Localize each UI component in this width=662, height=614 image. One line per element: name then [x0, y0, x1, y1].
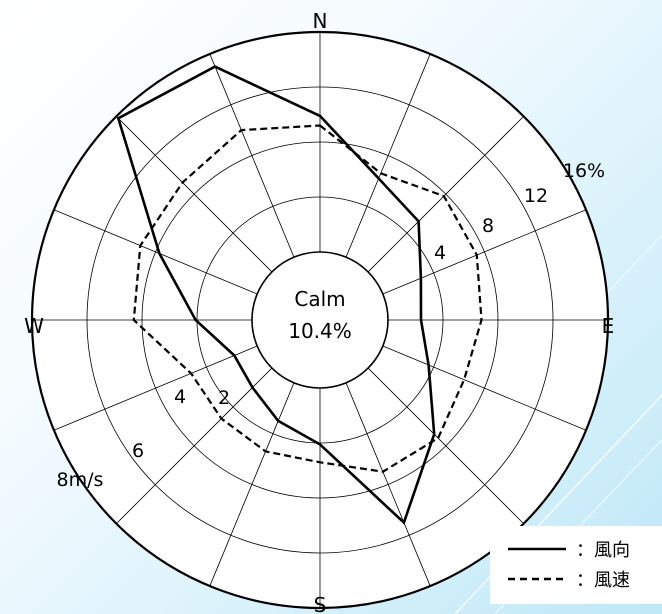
- series-layer: [116, 65, 483, 525]
- direction-tick-12: 12: [524, 185, 548, 207]
- speed-unit-label: 8m/s: [57, 469, 104, 491]
- cardinal-labels: N E S W: [24, 9, 614, 614]
- calm-center: Calm 10.4%: [251, 251, 389, 389]
- grid-spoke-nnw: [209, 53, 295, 258]
- direction-unit-label: 16%: [563, 160, 605, 182]
- legend: ：風向 ：風速: [490, 526, 662, 604]
- grid-spoke-ene: [382, 209, 587, 295]
- calm-circle: [251, 251, 389, 389]
- cardinal-s-label: S: [314, 593, 327, 614]
- speed-tick-4: 4: [174, 386, 186, 408]
- grid-spoke-ssw: [209, 382, 295, 587]
- legend-label-speed: ：風速: [576, 570, 630, 591]
- grid-spoke-wnw: [53, 209, 258, 295]
- legend-label-direction: ：風向: [576, 540, 630, 561]
- direction-tick-4: 4: [434, 242, 446, 264]
- grid-spoke-wsw: [53, 345, 258, 431]
- speed-axis-labels: 2 4 6 8m/s: [57, 386, 231, 491]
- cardinal-n-label: N: [313, 9, 328, 33]
- series-wind-speed-line: [132, 124, 483, 473]
- speed-tick-6: 6: [132, 440, 144, 462]
- grid-spoke-sse: [345, 382, 431, 587]
- calm-value: 10.4%: [288, 319, 352, 343]
- grid-spoke-sw: [116, 367, 273, 524]
- grid-spoke-nw: [116, 116, 273, 273]
- speed-tick-2: 2: [218, 387, 230, 409]
- direction-tick-8: 8: [482, 215, 494, 237]
- cardinal-w-label: W: [24, 314, 44, 338]
- series-wind-direction-line: [116, 65, 436, 525]
- cardinal-e-label: E: [602, 314, 615, 338]
- direction-axis-labels: 4 8 12 16%: [434, 160, 605, 264]
- calm-label: Calm: [294, 287, 345, 311]
- grid-spoke-nne: [345, 53, 431, 258]
- legend-box: [490, 526, 662, 604]
- grid-spoke-se: [367, 367, 524, 524]
- grid-spoke-ese: [382, 345, 587, 431]
- grid-spoke-ne: [367, 116, 524, 273]
